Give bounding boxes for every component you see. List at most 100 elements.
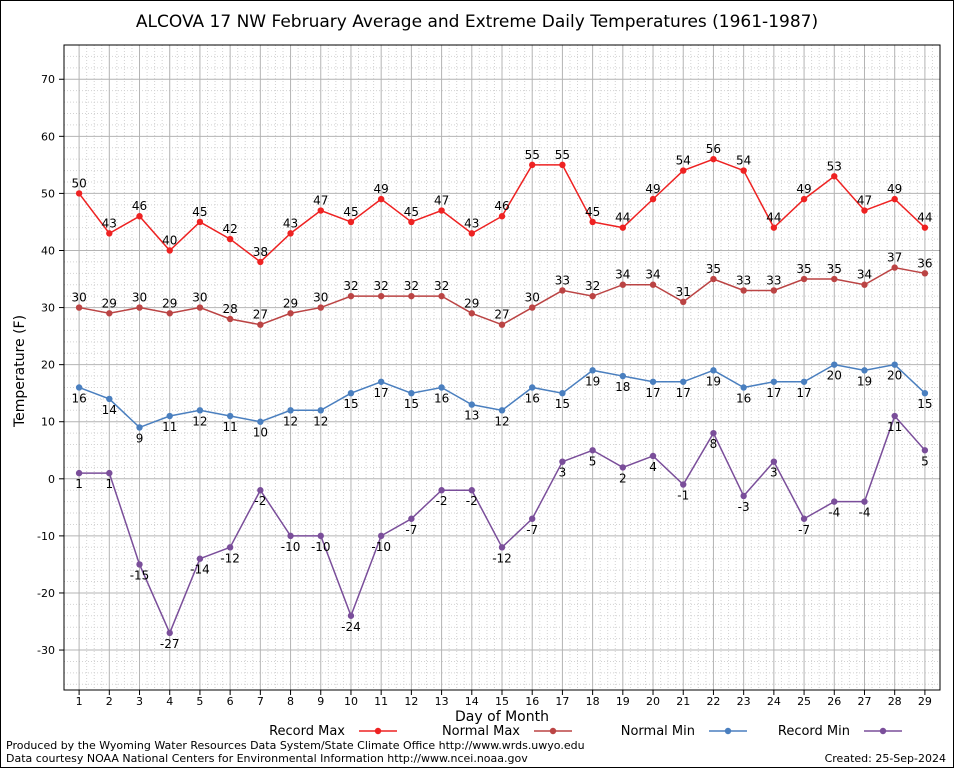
normal-max-point: [408, 292, 415, 300]
normal-min-data-label: 15: [404, 397, 419, 411]
record-min-data-label: 11: [887, 420, 902, 434]
record-min-point: [891, 412, 898, 420]
normal-max-point: [921, 270, 929, 277]
normal-min-data-label: 17: [796, 386, 811, 400]
normal-max-data-label: 37: [887, 251, 902, 265]
y-tick-label: 0: [48, 473, 55, 486]
normal-min-point: [75, 384, 83, 391]
record-min-data-label: 3: [770, 466, 778, 480]
normal-max-point: [861, 281, 868, 288]
record-min-point: [649, 452, 657, 460]
x-tick-label: 27: [857, 695, 871, 708]
normal-min-data-label: 16: [71, 391, 86, 405]
normal-min-data-label: 16: [525, 391, 540, 405]
record-min-point: [710, 429, 717, 437]
x-axis-label: Day of Month: [455, 709, 549, 725]
record-max-data-label: 40: [162, 233, 177, 247]
record-min-data-label: -3: [738, 500, 750, 514]
normal-max-point: [438, 292, 445, 300]
normal-min-data-label: 12: [192, 414, 207, 428]
normal-max-data-label: 33: [736, 273, 751, 287]
record-max-point: [226, 235, 234, 243]
x-tick-label: 25: [797, 695, 811, 708]
record-max-data-label: 44: [917, 211, 932, 225]
normal-max-point: [589, 292, 596, 300]
normal-max-point: [468, 310, 475, 317]
normal-max-point: [619, 281, 627, 288]
record-min-data-label: 1: [105, 477, 113, 491]
record-max-point: [740, 167, 747, 174]
record-min-point: [468, 487, 475, 494]
record-min-point: [226, 544, 234, 551]
record-min-point: [317, 532, 324, 540]
y-tick-label: -20: [37, 587, 55, 600]
record-min-data-label: -12: [492, 551, 512, 565]
record-min-point: [800, 515, 808, 522]
record-max-series: 50 43 46 40 45 42 38 43 47 45 49 45 47 43 46 55 55 45 44 49…: [71, 142, 933, 266]
x-tick-label: 6: [227, 695, 234, 708]
normal-min-data-label: 17: [676, 386, 691, 400]
record-min-point: [619, 464, 627, 471]
x-tick-label: 20: [646, 695, 660, 708]
record-min-point: [166, 629, 173, 637]
record-max-data-label: 54: [676, 154, 691, 168]
x-tick-label: 15: [495, 695, 509, 708]
normal-max-data-label: 34: [857, 268, 872, 282]
normal-max-data-label: 34: [615, 268, 630, 282]
record-max-point: [75, 190, 83, 197]
normal-min-data-label: 15: [343, 397, 358, 411]
normal-max-series: 30 29 30 29 30 28 27 29 30 32 32 32 32 29 27 30 33 32 34 34…: [71, 251, 933, 328]
record-max-data-label: 44: [615, 211, 630, 225]
chart-title: ALCOVA 17 NW February Average and Extrem…: [136, 12, 818, 32]
record-min-point: [287, 532, 294, 540]
normal-max-data-label: 35: [706, 262, 721, 276]
record-max-data-label: 47: [857, 194, 872, 208]
record-min-data-label: -7: [526, 523, 538, 537]
record-max-point: [257, 258, 264, 266]
legend-label-normal-max: Normal Max: [442, 724, 520, 739]
normal-max-point: [257, 321, 264, 328]
normal-max-data-label: 32: [404, 279, 419, 293]
x-tick-label: 16: [525, 695, 539, 708]
normal-max-point: [136, 304, 143, 311]
normal-max-point: [347, 292, 355, 300]
record-min-point: [831, 498, 838, 505]
legend-label-normal-min: Normal Min: [621, 724, 695, 739]
normal-max-data-label: 32: [374, 279, 389, 293]
record-max-point: [649, 195, 657, 203]
record-min-data-label: -10: [371, 540, 391, 554]
x-tick-label: 7: [257, 695, 264, 708]
record-min-data-label: -2: [466, 494, 478, 508]
normal-max-point: [75, 304, 83, 311]
record-min-data-label: -4: [858, 506, 870, 520]
record-min-data-label: -4: [828, 506, 840, 520]
x-tick-label: 14: [465, 695, 479, 708]
normal-max-data-label: 30: [132, 291, 147, 305]
normal-min-data-label: 20: [887, 369, 902, 383]
normal-max-data-label: 29: [283, 296, 298, 310]
normal-max-point: [800, 275, 808, 283]
legend-marker-record-min: [879, 727, 887, 735]
normal-max-data-label: 30: [71, 291, 86, 305]
record-min-point: [740, 492, 747, 500]
normal-min-point: [136, 424, 143, 431]
record-max-data-label: 38: [253, 245, 268, 259]
y-tick-label: -30: [37, 644, 55, 657]
normal-max-point: [680, 298, 687, 306]
record-max-data-label: 43: [283, 216, 298, 230]
normal-min-point: [921, 389, 929, 397]
record-max-point: [498, 213, 506, 220]
record-min-point: [559, 458, 566, 465]
normal-min-series: 16 14 9 11 12 11 10 12 12 15 17 15 16 13 12 16 15 19 18 17 1…: [71, 361, 933, 445]
record-max-data-label: 49: [796, 182, 811, 196]
record-max-data-label: 42: [222, 222, 237, 236]
record-min-point: [196, 555, 204, 562]
normal-max-data-label: 36: [917, 256, 932, 270]
record-min-point: [257, 487, 264, 494]
record-min-series: 1 1-15-27-14-12-2-10 -10-24-10-7-2 -2-12-73…: [75, 412, 929, 651]
x-tick-label: 26: [827, 695, 841, 708]
x-tick-label: 5: [196, 695, 203, 708]
x-tick-label: 17: [555, 695, 569, 708]
normal-max-data-label: 30: [192, 291, 207, 305]
